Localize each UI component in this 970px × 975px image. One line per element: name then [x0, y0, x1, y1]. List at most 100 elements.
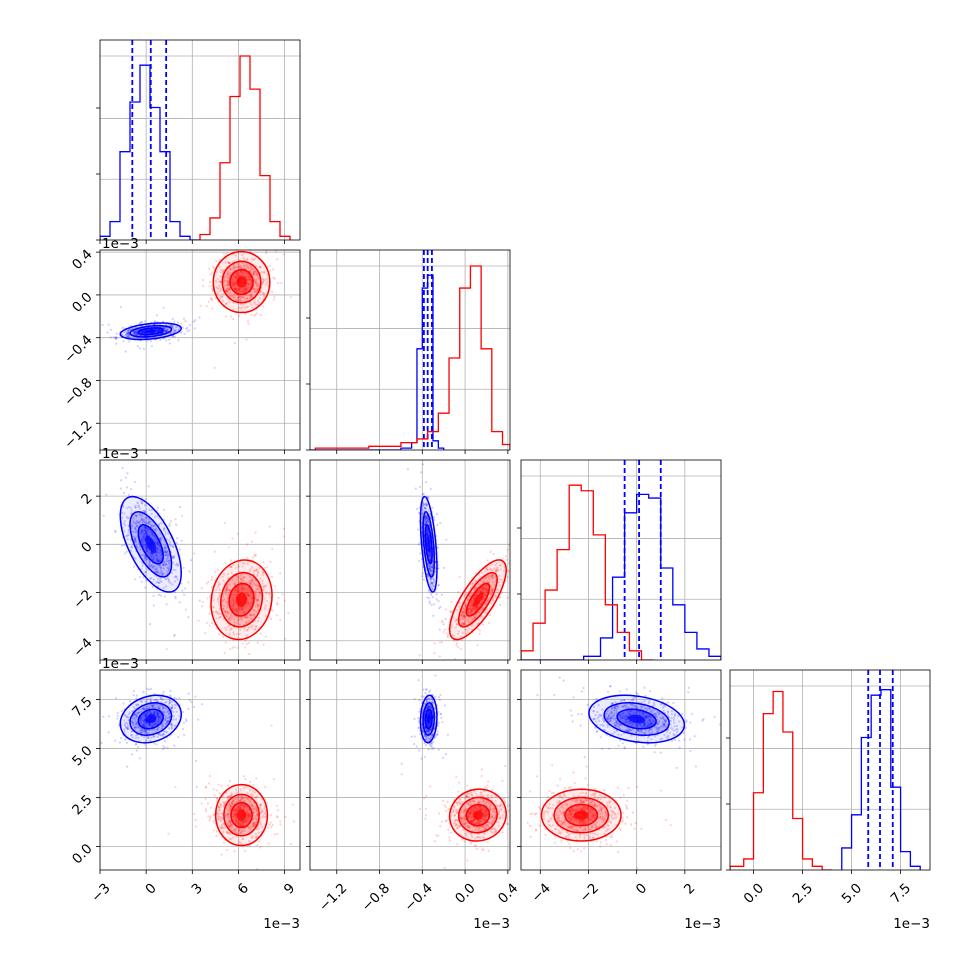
scatter-point	[101, 742, 103, 744]
scatter-point	[209, 595, 211, 597]
scatter-point	[444, 628, 446, 630]
scatter-point	[151, 345, 153, 347]
scatter-point	[176, 537, 178, 539]
scatter-point	[254, 531, 256, 533]
scatter-point	[249, 781, 251, 783]
scatter-point	[244, 646, 246, 648]
scatter-point	[247, 323, 249, 325]
scatter-point	[507, 549, 509, 551]
scatter-point	[188, 329, 190, 331]
scatter-point	[439, 522, 441, 524]
scatter-point	[163, 509, 165, 511]
scatter-point	[102, 716, 104, 718]
scatter-point	[479, 633, 481, 635]
panel-content	[91, 655, 313, 873]
scatter-point	[137, 746, 139, 748]
scatter-point	[442, 684, 444, 686]
scatter-point	[126, 486, 128, 488]
scatter-point	[197, 719, 199, 721]
scatter-point	[221, 784, 223, 786]
scatter-point	[160, 594, 162, 596]
scatter-point	[226, 232, 228, 234]
scatter-point	[276, 614, 278, 616]
scatter-point	[173, 745, 175, 747]
scatter-point	[279, 619, 281, 621]
scatter-point	[213, 822, 215, 824]
scatter-point	[195, 760, 197, 762]
scatter-point	[177, 339, 179, 341]
scatter-point	[490, 551, 492, 553]
scatter-point	[270, 724, 272, 726]
scatter-point	[194, 327, 196, 329]
scatter-point	[202, 285, 204, 287]
scatter-point	[437, 547, 439, 549]
scatter-point	[456, 642, 458, 644]
scatter-point	[211, 579, 213, 581]
scatter-point	[290, 296, 292, 298]
scatter-point	[199, 600, 201, 602]
scatter-point	[116, 337, 118, 339]
scatter-point	[179, 601, 181, 603]
scatter-point	[244, 850, 246, 852]
scatter-point	[457, 591, 459, 593]
scatter-point	[197, 620, 199, 622]
scatter-point	[259, 222, 261, 224]
scatter-point	[186, 327, 188, 329]
scatter-point	[141, 321, 143, 323]
scatter-point	[447, 634, 449, 636]
scatter-point	[107, 331, 109, 333]
scatter-point	[152, 595, 154, 597]
scatter-point	[499, 604, 501, 606]
scatter-point	[510, 562, 512, 564]
scatter-point	[272, 268, 274, 270]
scatter-point	[211, 576, 213, 578]
scatter-point	[136, 695, 138, 697]
scatter-point	[445, 632, 447, 634]
scatter-point	[273, 296, 275, 298]
scatter-point	[506, 559, 508, 561]
scatter-point	[142, 691, 144, 693]
scatter-point	[176, 542, 178, 544]
scatter-point	[488, 622, 490, 624]
scatter-point	[188, 570, 190, 572]
scatter-point	[189, 699, 191, 701]
scatter-point	[193, 552, 195, 554]
scatter-point	[441, 620, 443, 622]
scatter-point	[289, 244, 291, 246]
scatter-point	[133, 694, 135, 696]
scatter-point	[206, 583, 208, 585]
scatter-point	[211, 307, 213, 309]
scatter-point	[272, 609, 274, 611]
scatter-point	[230, 228, 232, 230]
scatter-point	[174, 518, 176, 520]
scatter-point	[156, 507, 158, 509]
scatter-point	[180, 323, 182, 325]
scatter-point	[429, 602, 431, 604]
scatter-point	[206, 305, 208, 307]
histogram-series-0	[521, 494, 721, 660]
scatter-point	[148, 485, 150, 487]
scatter-point	[182, 728, 184, 730]
scatter-point	[182, 327, 184, 329]
scatter-point	[187, 581, 189, 583]
panel-content	[521, 460, 721, 660]
scatter-point	[284, 599, 286, 601]
scatter-point	[445, 608, 447, 610]
scatter-point	[274, 278, 276, 280]
scatter-point	[290, 843, 292, 845]
scatter-point	[432, 596, 434, 598]
scatter-point	[156, 314, 158, 316]
scatter-point	[170, 330, 172, 332]
scatter-point	[416, 508, 418, 510]
scatter-point	[433, 652, 435, 654]
scatter-point	[179, 506, 181, 508]
scatter-point	[167, 747, 169, 749]
scatter-point	[439, 656, 441, 658]
scatter-point	[177, 736, 179, 738]
scatter-point	[154, 320, 156, 322]
scatter-point	[482, 624, 484, 626]
scatter-point	[260, 314, 262, 316]
scatter-point	[184, 587, 186, 589]
scatter-point	[276, 258, 278, 260]
scatter-point	[457, 646, 459, 648]
